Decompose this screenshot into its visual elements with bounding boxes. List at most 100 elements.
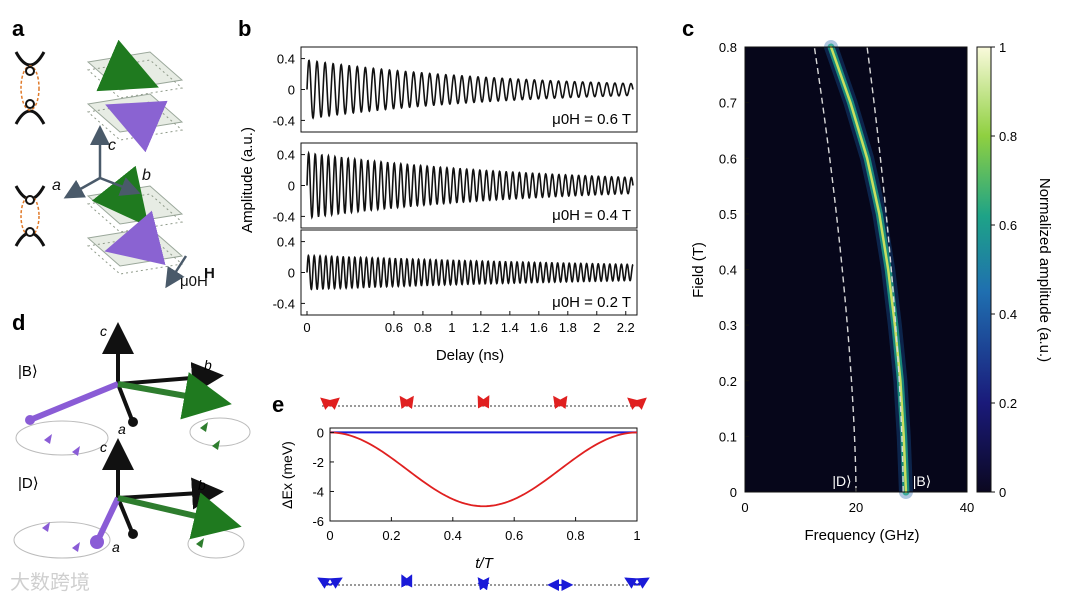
watermark: 大数跨境 [10, 572, 90, 594]
cbar-tick-label: 0.6 [999, 218, 1017, 233]
cbar-tick-label: 0.2 [999, 396, 1017, 411]
xtick-label: 0 [303, 320, 310, 335]
d-axis-a-top: a [118, 421, 126, 437]
e-xlabel: t/T [475, 555, 494, 572]
dashed-curve-D [813, 46, 857, 493]
colorbar-label: Normalized amplitude (a.u.) [1036, 178, 1053, 362]
panel-c-xlabel: Frequency (GHz) [804, 527, 919, 544]
xtick-label: 0.6 [505, 528, 523, 543]
ytick-label: 0 [288, 179, 295, 194]
label-D-state: |D⟩ [832, 473, 851, 489]
blue-spin-arrow [624, 577, 638, 589]
crystal-layer-4 [86, 210, 184, 275]
ytick-label: 0.3 [719, 318, 737, 333]
panel-letter-b: b [238, 16, 251, 41]
red-spin-arrow [326, 397, 340, 410]
red-spin-arrow [633, 397, 647, 410]
ytick-label: 0.7 [719, 96, 737, 111]
state-D-label: |D⟩ [18, 475, 39, 492]
oscillation-trace [306, 59, 634, 120]
blue-spin-arrow [477, 577, 490, 591]
xtick-label: 1.6 [530, 320, 548, 335]
xtick-label: 1 [448, 320, 455, 335]
xtick-label: 2.2 [617, 320, 635, 335]
ytick-label: -6 [312, 514, 324, 529]
panel-letter-a: a [12, 16, 25, 41]
d-axis-b-top: b [204, 357, 212, 373]
ytick-label: -4 [312, 484, 324, 499]
xtick-label: 0.6 [385, 320, 403, 335]
red-spin-arrow [478, 395, 490, 409]
panel-letter-c: c [682, 16, 694, 41]
ridge-core [829, 45, 908, 494]
e-yticks: 0 -2 -4 -6 [312, 425, 334, 529]
xtick-label: 0.4 [444, 528, 462, 543]
ytick-label: -0.4 [273, 113, 295, 128]
panel-letter-d: d [12, 310, 25, 335]
xtick-label: 0 [326, 528, 333, 543]
ytick-label: 0.4 [719, 263, 737, 278]
d-axis-b-bottom: b [198, 477, 206, 493]
xtick-label: 1 [633, 528, 640, 543]
xtick-label: 2 [593, 320, 600, 335]
cbar-tick-label: 0.4 [999, 307, 1017, 322]
xtick-label: 0 [741, 500, 748, 515]
ytick-label: 0 [288, 83, 295, 98]
ytick-label: -0.4 [273, 296, 295, 311]
red-spin-arrow [555, 395, 568, 409]
red-spin-arrow [553, 395, 565, 409]
subplot-field-label: μ0H = 0.2 T [552, 294, 631, 311]
ytick-label: -0.4 [273, 209, 295, 224]
oscillation-trace [306, 253, 634, 291]
cbar-tick-label: 0 [999, 485, 1006, 500]
panel-b-ylabel: Amplitude (a.u.) [239, 127, 256, 233]
xtick-label: 0.8 [414, 320, 432, 335]
d-axis-c-bottom: c [100, 439, 107, 455]
e-red-spin-pairs [320, 395, 647, 410]
ytick-label: 0.2 [719, 374, 737, 389]
panel-d: |B⟩ c b a |D⟩ [13, 322, 251, 559]
blue-spin-arrow [317, 577, 331, 589]
xtick-label: 40 [960, 500, 974, 515]
ytick-label: 0 [317, 425, 324, 440]
axis-c-label: c [108, 137, 116, 154]
ytick-label: 0 [730, 485, 737, 500]
xtick-label: 1.4 [501, 320, 519, 335]
red-spin-arrow [477, 395, 489, 409]
state-B-label: |B⟩ [18, 363, 38, 380]
axis-a-label: a [52, 177, 61, 194]
oscillation-trace [306, 150, 634, 220]
ytick-label: 0.4 [277, 235, 295, 250]
blue-spin-arrow [477, 577, 490, 591]
d-axis-c-top: c [100, 323, 107, 339]
red-spin-arrow [627, 397, 641, 410]
red-spin-arrow [399, 395, 412, 409]
colorbar-ticks: 0 0.2 0.4 0.6 0.8 1 [991, 40, 1017, 500]
red-spin-arrow [320, 397, 334, 410]
cbar-tick-label: 0.8 [999, 129, 1017, 144]
xtick-label: 0.8 [567, 528, 585, 543]
field-label: μ0H [180, 273, 208, 290]
panel-c-ylabel: Field (T) [690, 242, 707, 298]
e-blue-spin-pairs [317, 574, 650, 591]
panel-a: c a b μ0H H [14, 39, 215, 290]
e-ylabel: ΔEx (meV) [279, 441, 295, 509]
panel-c-yticks: 0 0.1 0.2 0.3 0.4 0.5 0.6 0.7 0.8 [719, 40, 749, 500]
mode-B-diagram [15, 322, 251, 456]
blue-spin-arrow [329, 577, 343, 589]
xtick-label: 0.2 [382, 528, 400, 543]
red-spin-arrow [402, 395, 414, 409]
field-vector-H: H [204, 265, 215, 282]
panel-b-xticks: 0 0.6 0.8 1 1.2 1.4 1.6 1.8 2 2.2 [303, 311, 635, 335]
blue-spin-arrow [401, 574, 413, 588]
crystal-layer-1 [86, 39, 184, 99]
axis-b-label: b [142, 167, 151, 184]
ytick-label: 0.4 [277, 52, 295, 67]
ytick-label: 0 [288, 266, 295, 281]
panel-b-xlabel: Delay (ns) [436, 347, 504, 364]
d-axis-a-bottom: a [112, 539, 120, 555]
band-diagram-top [14, 51, 46, 125]
ytick-label: 0.6 [719, 151, 737, 166]
xtick-label: 1.2 [472, 320, 490, 335]
